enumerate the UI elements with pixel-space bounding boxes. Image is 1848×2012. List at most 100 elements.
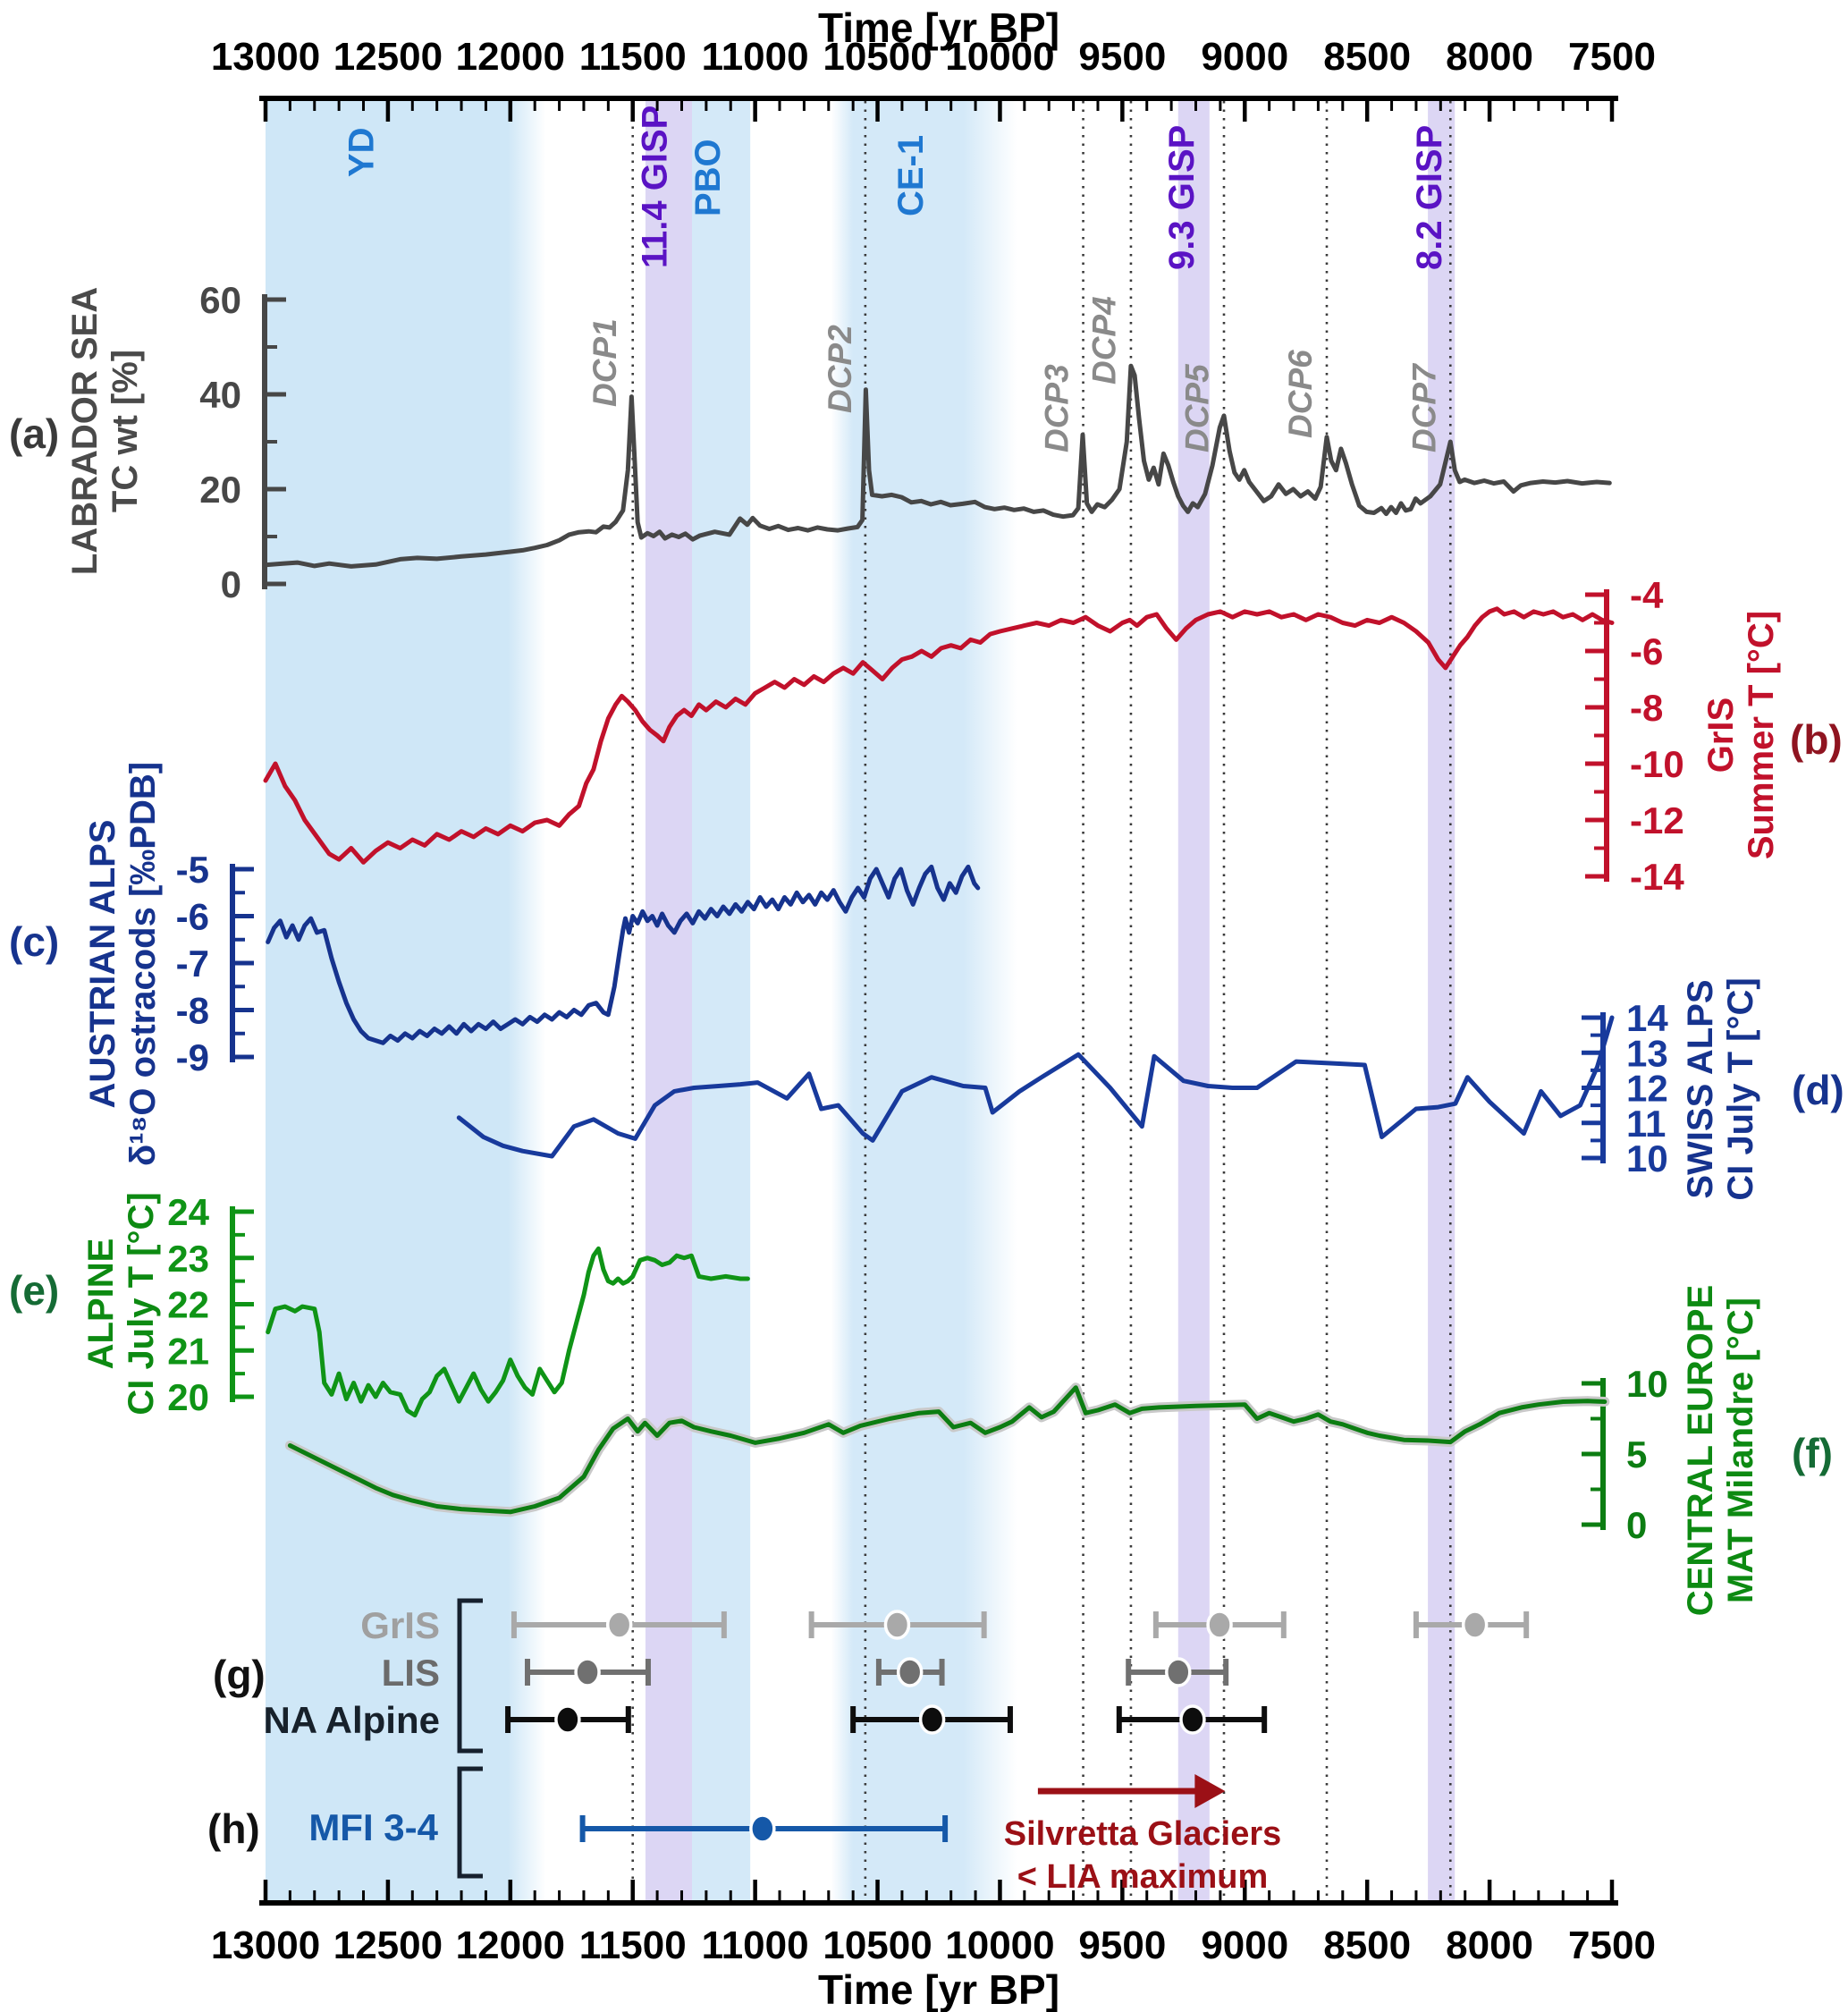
axis-label-b-line2: Summer T [°C] xyxy=(1742,610,1781,860)
axis-label-swiss-alps: SWISS ALPS CI July T [°C] xyxy=(1681,977,1761,1200)
axis-tick-label-b: -12 xyxy=(1630,799,1684,841)
series-b xyxy=(263,606,1615,865)
axis-tick-label-d: 10 xyxy=(1626,1137,1668,1179)
label-dcp3: DCP3 xyxy=(1039,364,1076,452)
time-tick-label: 11500 xyxy=(579,35,687,79)
axis-tick-label-e: 23 xyxy=(167,1238,209,1280)
label-dcp5: DCP5 xyxy=(1179,363,1216,452)
band-label-9-3-gisp: 9.3 GISP xyxy=(1162,125,1202,270)
time-tick-label: 9500 xyxy=(1078,35,1166,79)
silvretta-annotation: Silvretta Glaciers < LIA maximum xyxy=(982,1813,1304,1898)
errorbar-lis-10368 xyxy=(875,1657,945,1687)
axis-label-c-line1: AUSTRIAN ALPS xyxy=(83,819,123,1109)
axis-tick-label-f: 5 xyxy=(1626,1433,1647,1475)
axis-tick-label-e: 20 xyxy=(167,1376,209,1418)
errorbar-gris-10420 xyxy=(808,1610,987,1640)
axis-label-d-line2: CI July T [°C] xyxy=(1721,977,1760,1201)
legend-row-na-alpine: NA Alpine xyxy=(263,1699,440,1741)
time-tick-label: 9000 xyxy=(1201,1923,1288,1967)
label-dcp2: DCP2 xyxy=(822,325,858,413)
axis-tick-label-f: 10 xyxy=(1626,1363,1668,1405)
time-tick-label: 8500 xyxy=(1323,35,1411,79)
bracket-h xyxy=(457,1766,483,1879)
silvretta-line1: Silvretta Glaciers xyxy=(1003,1815,1282,1853)
axis-label-f-line2: MAT Milandre [°C] xyxy=(1721,1298,1760,1603)
axis-tick-label-b: -4 xyxy=(1630,574,1664,616)
errorbar-lis-9272 xyxy=(1126,1657,1229,1687)
panel-letter-e: (e) xyxy=(9,1267,60,1314)
time-tick-label: 10500 xyxy=(823,1923,932,1967)
time-tick-label: 10000 xyxy=(945,1923,1054,1967)
axis-tick-label-d: 13 xyxy=(1626,1032,1668,1074)
bracket-g xyxy=(457,1598,483,1754)
axis-label-d-line1: SWISS ALPS xyxy=(1681,979,1721,1199)
axis-label-labrador-sea: LABRADOR SEA TC wt [%] xyxy=(65,287,146,575)
band-label-yd: YD xyxy=(342,127,381,177)
errorbar-na-alpine-9213 xyxy=(1116,1704,1268,1735)
errorbar-gris-8060 xyxy=(1413,1610,1530,1640)
panel-letter-b: (b) xyxy=(1790,716,1843,763)
time-tick-label: 10500 xyxy=(823,35,932,79)
time-tick-label: 7500 xyxy=(1568,35,1656,79)
axis-label-b-line1: GrIS xyxy=(1701,697,1742,774)
silvretta-line2: < LIA maximum xyxy=(1017,1857,1269,1896)
panel-letter-f: (f) xyxy=(1792,1430,1833,1476)
errorbar-lis-11685 xyxy=(524,1657,651,1687)
axis-tick-label-e: 21 xyxy=(167,1330,209,1372)
axis-tick-label-a: 0 xyxy=(221,563,241,605)
series-d xyxy=(456,1015,1615,1159)
band-label-ce-1: CE-1 xyxy=(891,135,931,216)
errorbar-gris-11555 xyxy=(511,1610,727,1640)
panel-letter-g: (g) xyxy=(213,1652,266,1698)
axis-label-central-europe: CENTRAL EUROPE MAT Milandre [°C] xyxy=(1681,1285,1761,1616)
axis-tick-label-b: -8 xyxy=(1630,687,1663,729)
axis-tick-label-c: -5 xyxy=(176,849,209,891)
panel-letter-h: (h) xyxy=(207,1805,260,1852)
time-tick-label: 13000 xyxy=(211,1923,320,1967)
time-tick-label: 9500 xyxy=(1078,1923,1166,1967)
band-11-4-gisp xyxy=(645,101,692,1900)
top-axis-title: Time [yr BP] xyxy=(817,4,1060,51)
time-tick-label: 13000 xyxy=(211,35,320,79)
time-tick-label: 12000 xyxy=(456,35,565,79)
legend-row-gris: GrIS xyxy=(360,1604,440,1646)
axis-label-f-line1: CENTRAL EUROPE xyxy=(1681,1284,1721,1617)
errorbar-mfi-3-4-10970 xyxy=(579,1813,949,1844)
label-dcp6: DCP6 xyxy=(1282,350,1319,438)
series-c xyxy=(266,864,981,1045)
errorbar-na-alpine-10277 xyxy=(850,1704,1013,1735)
axis-label-e-line2: CI July T [°C] xyxy=(122,1192,161,1416)
axis-tick-label-c: -9 xyxy=(176,1036,209,1078)
band-8-2-gisp xyxy=(1428,101,1456,1900)
time-tick-label: 11500 xyxy=(579,1923,687,1967)
bottom-axis-title: Time [yr BP] xyxy=(817,1966,1060,2012)
panel-letter-c: (c) xyxy=(9,918,60,965)
axis-tick-label-a: 60 xyxy=(199,279,241,321)
errorbar-na-alpine-11766 xyxy=(505,1704,631,1735)
axis-tick-label-e: 24 xyxy=(167,1191,209,1233)
legend-row-mfi: MFI 3-4 xyxy=(308,1806,438,1848)
axis-tick-label-b: -14 xyxy=(1630,856,1684,898)
band-pbo xyxy=(691,101,751,1900)
band-yd xyxy=(266,101,546,1900)
axis-tick-label-b: -10 xyxy=(1630,743,1684,785)
band-label-11-4-gisp: 11.4 GISP xyxy=(636,106,675,268)
band-ce-1 xyxy=(831,101,1017,1900)
band-9-3-gisp xyxy=(1177,101,1210,1900)
axis-label-c-line2: δ¹⁸O ostracods [‰PDB] xyxy=(123,761,163,1167)
panel-letter-d: (d) xyxy=(1792,1067,1844,1113)
series-e xyxy=(266,1246,750,1418)
axis-label-alpine: ALPINE CI July T [°C] xyxy=(81,1192,162,1415)
series-f xyxy=(287,1385,1608,1515)
axis-label-a-line2: TC wt [%] xyxy=(105,349,145,513)
time-tick-label: 10000 xyxy=(945,35,1054,79)
axis-label-a-line1: LABRADOR SEA xyxy=(65,286,105,576)
legend-row-lis: LIS xyxy=(381,1652,440,1694)
label-dcp7: DCP7 xyxy=(1405,362,1442,452)
axis-tick-label-e: 22 xyxy=(167,1284,209,1326)
time-tick-label: 11000 xyxy=(702,1923,809,1967)
axis-tick-label-d: 14 xyxy=(1626,997,1668,1039)
silvretta-arrow-head xyxy=(1194,1774,1226,1808)
